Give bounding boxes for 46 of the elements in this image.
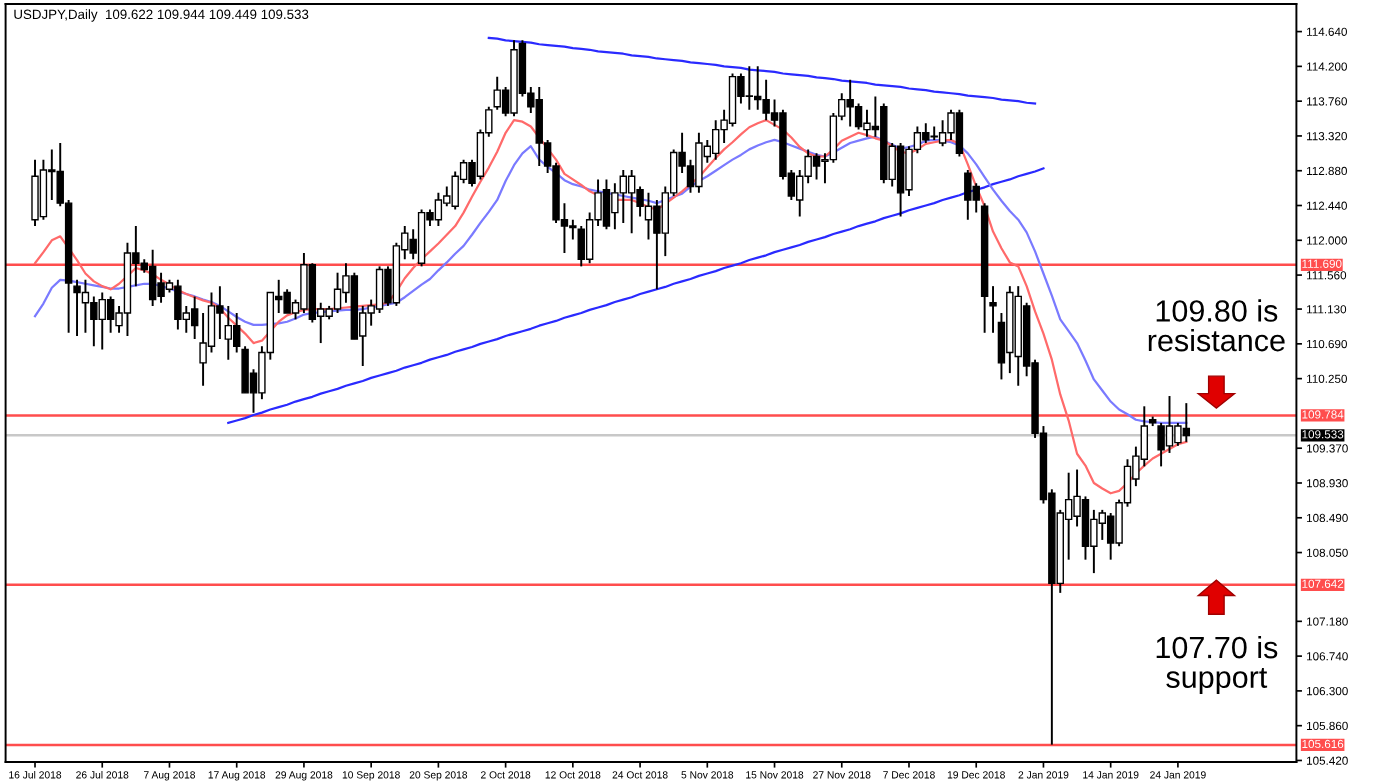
line-series [487,36,1037,105]
candlestick [106,295,115,334]
candlestick [711,119,720,161]
candlestick [174,278,182,331]
candlestick [938,119,947,148]
candlestick [283,288,291,314]
candlestick [81,278,90,334]
line-series [227,167,1045,425]
candlestick [157,271,165,304]
candlestick [1157,421,1165,468]
candlestick [846,78,854,128]
candlestick [812,152,821,181]
candlestick [31,158,39,228]
candlestick [745,65,754,111]
candlestick [199,312,207,387]
candlestick [619,168,627,224]
candlestick [39,158,48,221]
candlestick [602,178,611,231]
candlestick [90,295,98,348]
candlestick [728,72,737,128]
candlestick [375,265,384,314]
annotation: 107.70 is support [1156,635,1278,695]
candlestick [1165,395,1174,454]
candlestick [896,142,905,218]
candlestick [98,291,106,351]
candlestick [577,225,585,268]
candlestick [300,251,308,314]
candlestick [451,170,459,211]
candlestick [333,271,342,314]
candlestick [644,191,653,241]
candlestick [627,168,636,235]
candlestick [854,102,863,131]
candlestick [434,191,443,228]
candlestick [695,131,703,194]
candlestick [955,108,964,158]
candlestick [190,295,199,341]
candlestick [224,304,233,361]
candlestick [1098,508,1106,541]
annotation: 109.80 is resistance [1148,299,1285,352]
candlestick [922,122,930,145]
candlestick [535,85,543,167]
candlestick [1182,402,1191,443]
candlestick [148,248,157,307]
candlestick [653,199,661,291]
candlestick [964,168,972,221]
candlestick [1081,495,1090,561]
